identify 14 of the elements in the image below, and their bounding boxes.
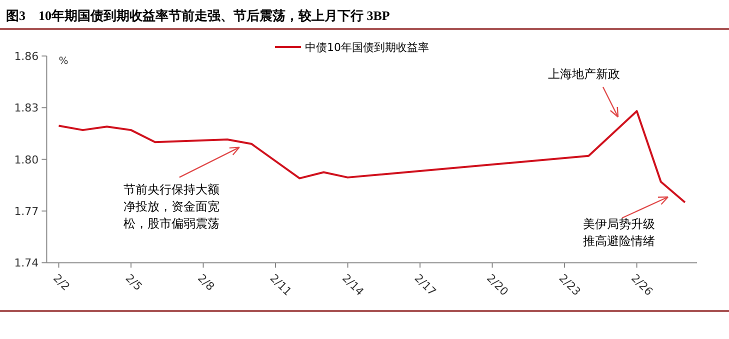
y-tick-label: 1.77 [14,205,39,218]
y-tick-label: 1.86 [14,50,39,63]
annotation: 节前央行保持大额净投放，资金面宽松，股市偏弱震荡 [123,182,220,230]
x-tick-label: 2/5 [122,272,145,294]
x-tick-label: 2/2 [50,272,72,294]
y-tick-label: 1.74 [14,256,39,270]
annotation: 美伊局势升级推高避险情绪 [583,217,655,248]
x-tick-label: 2/8 [195,272,217,294]
y-axis-title: % [58,56,68,67]
annotation: 上海地产新政 [548,67,620,81]
legend-label: 中债10年国债到期收益率 [305,41,429,54]
y-tick-label: 1.80 [14,153,39,166]
chart-title: 图3 10年期国债到期收益率节前走强、节后震荡，较上月下行 3BP [6,8,390,23]
y-tick-label: 1.83 [14,102,39,115]
